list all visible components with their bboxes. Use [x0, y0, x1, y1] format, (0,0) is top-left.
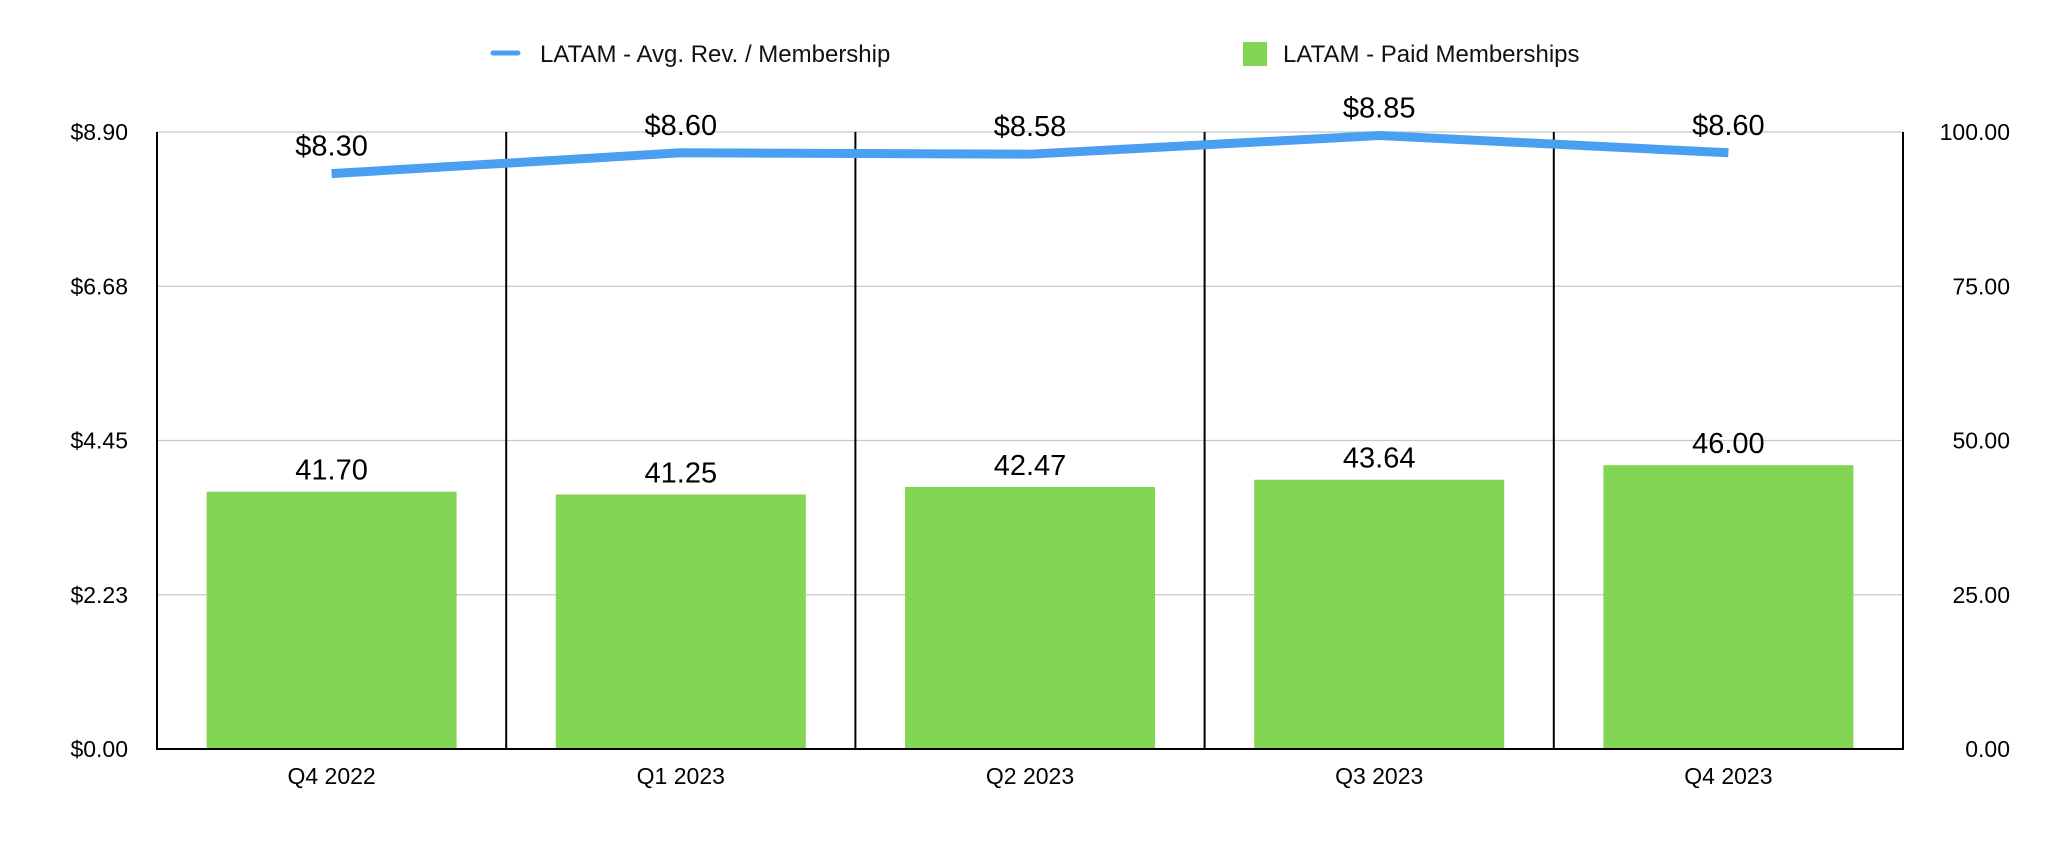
bar-value-label: 41.25 — [645, 457, 718, 489]
axes — [156, 132, 1904, 750]
y-left-tick-label: $0.00 — [70, 736, 128, 762]
data-labels: 41.70 41.25 42.47 43.64 46.00 $8.30 $8.60 $8.58… — [295, 92, 1764, 489]
tick-labels: $0.00 $2.23 $4.45 $6.68 $8.90 0.00 25.00 50.00 7… — [70, 119, 2010, 789]
bar — [1603, 465, 1854, 749]
bar-value-label: 41.70 — [295, 455, 368, 487]
line-value-label: $8.58 — [994, 111, 1067, 143]
bar-value-label: 43.64 — [1343, 443, 1416, 475]
bars — [206, 465, 1854, 749]
line-value-label: $8.85 — [1343, 92, 1416, 124]
legend: LATAM - Avg. Rev. / Membership LATAM - Pa… — [490, 41, 1580, 68]
bar-value-label: 42.47 — [994, 450, 1067, 482]
line-value-label: $8.60 — [1692, 110, 1765, 142]
bar — [1254, 479, 1505, 749]
line-value-label: $8.60 — [645, 110, 718, 142]
bar-value-label: 46.00 — [1692, 428, 1765, 460]
x-tick-label: Q3 2023 — [1335, 763, 1423, 789]
y-left-tick-label: $6.68 — [70, 273, 128, 299]
y-right-tick-label: 0.00 — [1965, 736, 2010, 762]
y-right-tick-label: 100.00 — [1940, 119, 2010, 145]
bar — [206, 491, 457, 749]
line-series — [331, 130, 1729, 179]
x-tick-label: Q2 2023 — [986, 763, 1074, 789]
x-tick-label: Q1 2023 — [637, 763, 725, 789]
bar — [905, 486, 1155, 749]
x-tick-label: Q4 2023 — [1684, 763, 1772, 789]
category-dividers — [505, 132, 1555, 749]
y-right-tick-label: 50.00 — [1952, 428, 2010, 454]
y-left-tick-label: $2.23 — [70, 582, 128, 608]
bar — [555, 494, 806, 749]
x-tick-label: Q4 2022 — [287, 763, 375, 789]
legend-bar-swatch — [1243, 42, 1267, 66]
avg-rev-line — [331, 130, 1729, 179]
legend-label-paid-memberships: LATAM - Paid Memberships — [1283, 41, 1580, 68]
y-left-tick-label: $8.90 — [70, 119, 128, 145]
y-right-tick-label: 25.00 — [1952, 582, 2010, 608]
y-left-tick-label: $4.45 — [70, 428, 128, 454]
line-value-label: $8.30 — [295, 131, 368, 163]
legend-label-avg-rev: LATAM - Avg. Rev. / Membership — [540, 41, 890, 68]
y-right-tick-label: 75.00 — [1952, 273, 2010, 299]
